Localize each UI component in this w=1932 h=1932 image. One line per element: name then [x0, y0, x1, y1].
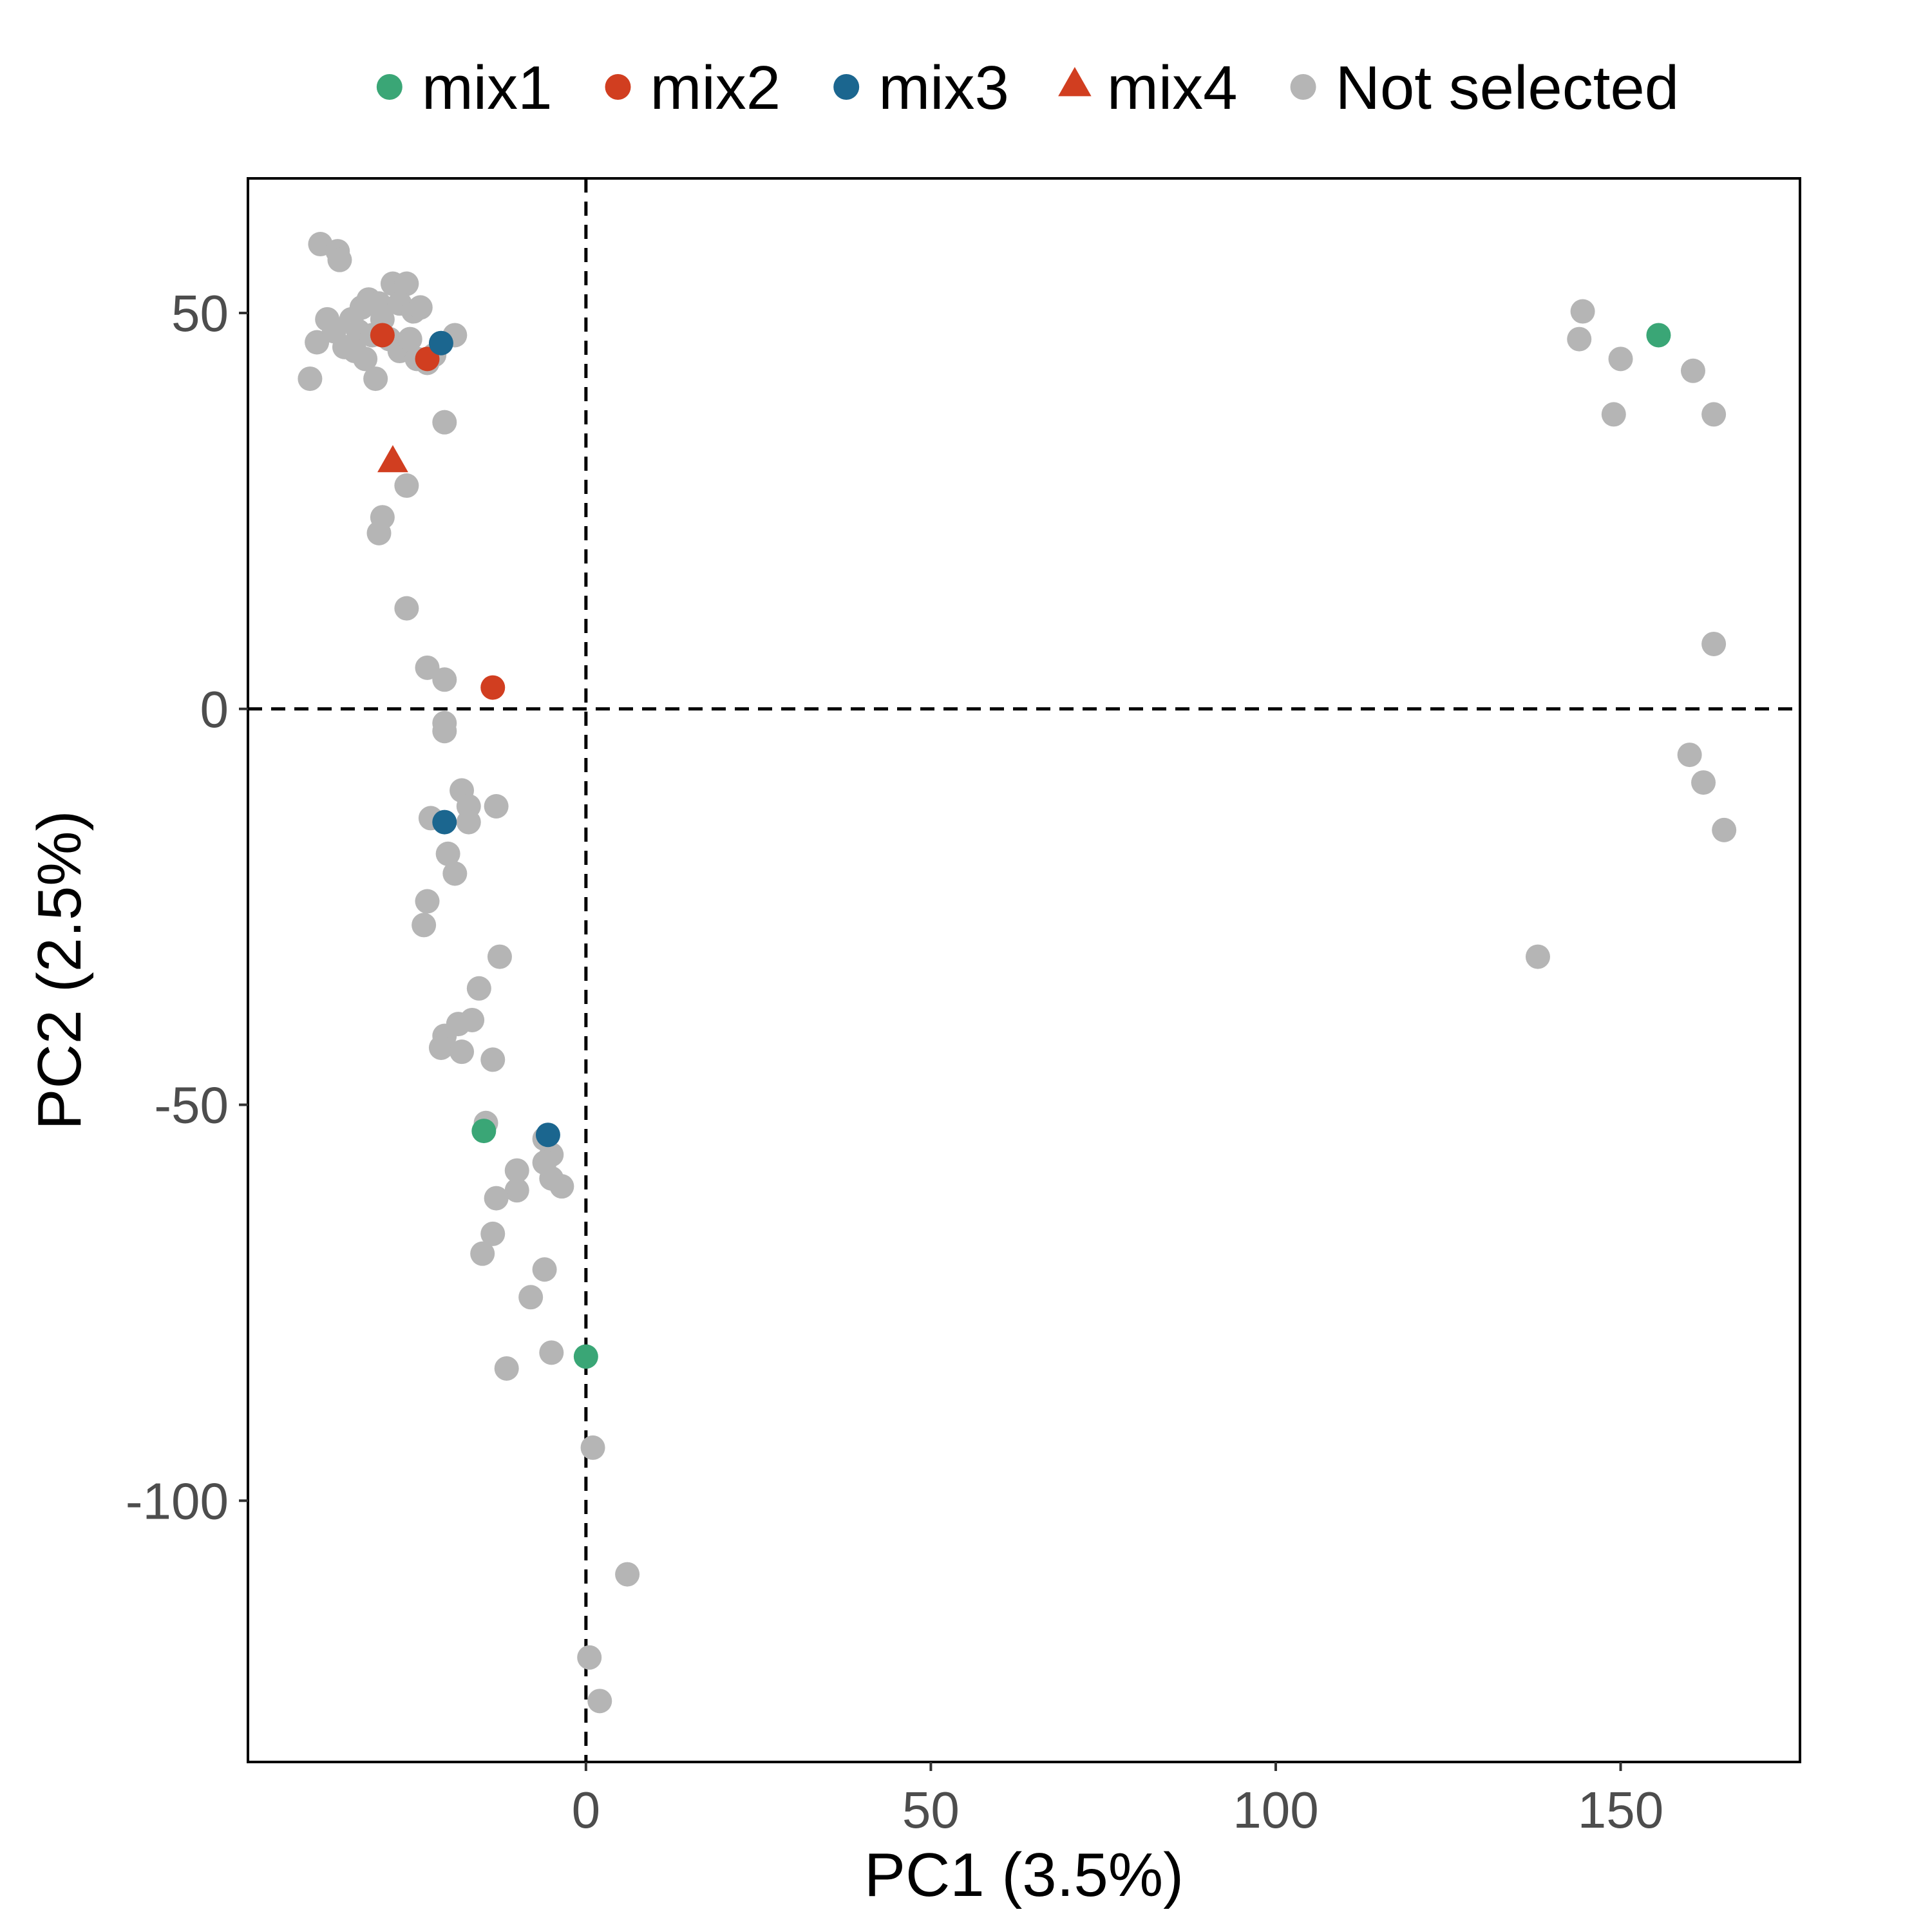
legend-label: mix4 [1107, 53, 1238, 122]
y-tick-label: 50 [171, 285, 229, 342]
x-axis-ticks: 0 50 100 150 [572, 1762, 1663, 1839]
data-point-not-selected [484, 793, 509, 819]
data-point-not-selected [587, 1689, 612, 1714]
x-axis-title: PC1 (3.5%) [864, 1841, 1184, 1909]
data-point-not-selected [442, 861, 468, 886]
data-point-not-selected [394, 271, 419, 296]
legend-marker [376, 74, 402, 100]
data-point-not-selected [549, 1174, 574, 1199]
series-mix2 [370, 323, 506, 700]
data-point-not-selected [428, 1035, 453, 1060]
data-point-not-selected [415, 889, 440, 914]
data-point-not-selected [1677, 743, 1702, 768]
data-point-not-selected [494, 1356, 519, 1381]
data-point-not-selected [343, 339, 368, 364]
data-point-not-selected [470, 1241, 495, 1266]
data-points [298, 232, 1737, 1714]
legend-marker [1290, 74, 1316, 100]
data-point-not-selected [484, 1186, 509, 1211]
x-tick-label: 50 [902, 1781, 960, 1839]
legend-item-mix3: mix3 [833, 53, 1009, 122]
legend-item-mix1: mix1 [376, 53, 553, 122]
data-point-mix3 [428, 330, 453, 355]
series-mix4 [377, 445, 408, 473]
legend-item-mix4: mix4 [1058, 53, 1238, 122]
data-point-not-selected [408, 295, 433, 320]
legend-label: mix1 [422, 53, 553, 122]
series-not-selected [298, 232, 1737, 1714]
data-point-not-selected [460, 1007, 485, 1032]
data-point-mix2 [415, 346, 440, 372]
data-point-not-selected [432, 719, 457, 744]
data-point-not-selected [504, 1178, 529, 1203]
x-tick-label: 100 [1233, 1781, 1318, 1839]
data-point-not-selected [1608, 346, 1633, 372]
legend: mix1 mix2 mix3 mix4 Not selected [376, 53, 1680, 122]
data-point-not-selected [480, 1047, 506, 1072]
data-point-mix3 [535, 1122, 560, 1148]
data-point-not-selected [1567, 327, 1592, 352]
data-point-not-selected [580, 1435, 605, 1460]
data-point-not-selected [366, 520, 392, 545]
legend-item-mix2: mix2 [605, 53, 781, 122]
y-tick-label: -100 [126, 1472, 229, 1530]
data-point-not-selected [432, 667, 457, 692]
data-point-mix1 [1646, 323, 1671, 348]
data-point-not-selected [1691, 770, 1716, 795]
data-point-not-selected [487, 944, 512, 969]
x-tick-label: 0 [572, 1781, 601, 1839]
data-point-not-selected [397, 327, 422, 352]
data-point-not-selected [394, 473, 419, 498]
data-point-not-selected [432, 410, 457, 435]
data-point-not-selected [615, 1562, 640, 1587]
series-mix1 [471, 323, 1671, 1369]
legend-label: mix3 [878, 53, 1009, 122]
legend-marker [605, 74, 631, 100]
data-point-mix1 [573, 1344, 598, 1369]
data-point-mix4 [377, 445, 408, 473]
data-point-not-selected [577, 1645, 602, 1670]
data-point-not-selected [327, 247, 352, 272]
data-point-not-selected [1570, 299, 1595, 324]
data-point-not-selected [1701, 402, 1727, 427]
data-point-not-selected [466, 976, 491, 1001]
data-point-not-selected [504, 1158, 529, 1183]
legend-label: Not selected [1336, 53, 1680, 122]
data-point-mix3 [432, 810, 457, 835]
data-point-not-selected [450, 1039, 475, 1065]
y-axis-title: PC2 (2.5%) [25, 810, 94, 1130]
data-point-not-selected [480, 1221, 506, 1246]
data-point-not-selected [1525, 944, 1550, 969]
data-point-not-selected [532, 1257, 557, 1282]
y-tick-label: -50 [154, 1077, 229, 1134]
data-point-mix2 [370, 323, 395, 348]
data-point-mix1 [471, 1119, 497, 1144]
data-point-not-selected [435, 841, 460, 866]
data-point-not-selected [518, 1285, 544, 1310]
data-point-not-selected [412, 913, 437, 938]
y-tick-label: 0 [200, 681, 229, 738]
legend-item-not-selected: Not selected [1290, 53, 1680, 122]
data-point-not-selected [456, 810, 481, 835]
data-point-mix2 [480, 675, 506, 700]
data-point-not-selected [1701, 631, 1727, 656]
data-point-not-selected [415, 655, 440, 680]
data-point-not-selected [1680, 358, 1705, 383]
data-point-not-selected [539, 1340, 564, 1365]
x-tick-label: 150 [1578, 1781, 1663, 1839]
data-point-not-selected [1712, 817, 1737, 842]
data-point-not-selected [298, 366, 323, 392]
series-mix3 [428, 330, 560, 1148]
data-point-not-selected [394, 596, 419, 621]
y-axis-ticks: -100 -50 0 50 [126, 285, 248, 1530]
legend-marker [833, 74, 860, 100]
data-point-not-selected [1601, 402, 1626, 427]
legend-marker [1058, 67, 1092, 97]
data-point-not-selected [363, 366, 388, 392]
plot-panel [247, 177, 1801, 1763]
legend-label: mix2 [650, 53, 781, 122]
